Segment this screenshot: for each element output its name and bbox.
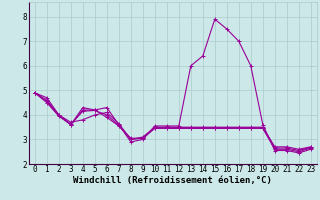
X-axis label: Windchill (Refroidissement éolien,°C): Windchill (Refroidissement éolien,°C) (73, 176, 272, 185)
